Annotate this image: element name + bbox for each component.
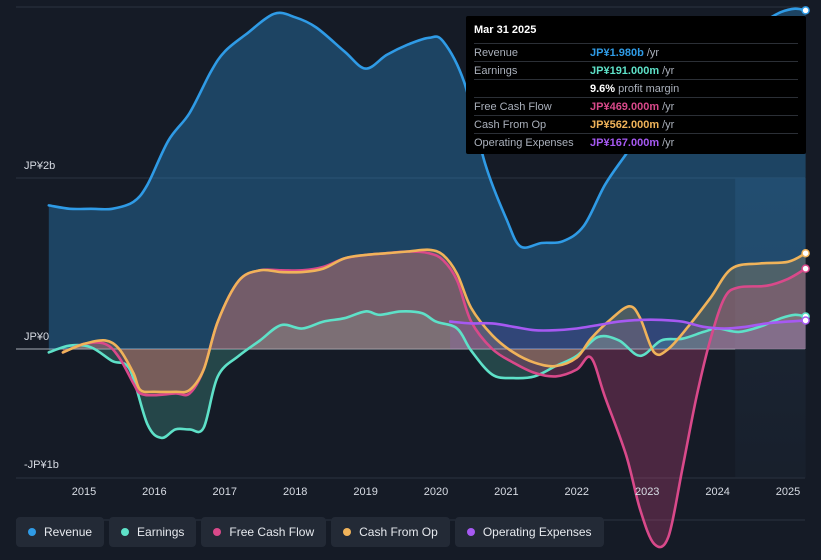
series-area-earnings xyxy=(48,311,806,438)
tooltip-row-value: 9.6% xyxy=(590,82,616,95)
tooltip-row-unit: /yr xyxy=(646,46,660,59)
legend-label: Cash From Op xyxy=(359,525,438,539)
series-line-cash-from-op xyxy=(61,248,807,394)
tooltip-date: Mar 31 2025 xyxy=(474,24,537,36)
tooltip-row: Cash From Op JP¥562.000m/yr xyxy=(474,115,798,133)
tooltip-row-label: Cash From Op xyxy=(474,118,547,131)
legend-dot-icon xyxy=(28,528,36,536)
legend-item-earnings[interactable]: Earnings xyxy=(109,517,197,547)
x-tick-label: 2021 xyxy=(494,486,518,498)
x-tick-label: 2020 xyxy=(424,486,448,498)
tooltip-row: Revenue JP¥1.980b/yr xyxy=(474,43,798,61)
tooltip-row: Free Cash Flow JP¥469.000m/yr xyxy=(474,97,798,115)
series-area-free-cash-flow xyxy=(62,251,806,548)
series-area-operating-expenses xyxy=(450,319,806,349)
legend-label: Operating Expenses xyxy=(482,525,592,539)
tooltip-row-unit: /yr xyxy=(662,64,675,77)
legend-label: Revenue xyxy=(44,525,93,539)
tooltip-row: 9.6% profit margin xyxy=(474,79,798,97)
past-year-highlight xyxy=(735,178,806,478)
tooltip-row-value: JP¥562.000m xyxy=(590,118,660,131)
series-area-revenue xyxy=(48,8,806,349)
tooltip-row: Earnings JP¥191.000m/yr xyxy=(474,61,798,79)
tooltip-row-label: Operating Expenses xyxy=(474,136,574,149)
y-tick-label: JP¥2b xyxy=(24,160,56,172)
legend-dot-icon xyxy=(121,528,130,536)
x-tick-label: 2018 xyxy=(283,486,307,498)
series-line-earnings xyxy=(47,310,807,440)
y-tick-label: JP¥0 xyxy=(24,331,50,343)
y-tick-label: -JP¥1b xyxy=(24,459,59,471)
legend-item-cash-from-op[interactable]: Cash From Op xyxy=(331,517,450,547)
series-end-marker-free-cash-flow xyxy=(801,264,810,273)
legend-item-free-cash-flow[interactable]: Free Cash Flow xyxy=(201,517,327,547)
series-line-operating-expenses xyxy=(448,318,807,332)
legend: Revenue Earnings Free Cash Flow Cash From O… xyxy=(16,517,604,547)
legend-dot-icon xyxy=(466,528,475,536)
series-end-marker-cash-from-op xyxy=(801,248,810,258)
legend-label: Earnings xyxy=(137,525,185,539)
tooltip: Mar 31 2025 Revenue JP¥1.980b/yr Earnings J… xyxy=(466,16,806,154)
tooltip-row-unit: /yr xyxy=(662,100,675,113)
tooltip-row-value: JP¥167.000m xyxy=(590,136,660,149)
tooltip-row-label: Earnings xyxy=(474,64,518,77)
series-end-marker-revenue xyxy=(801,6,810,15)
legend-dot-icon xyxy=(343,528,352,536)
tooltip-row-unit: /yr xyxy=(662,136,675,149)
x-tick-label: 2015 xyxy=(72,486,96,498)
tooltip-row-value: JP¥1.980b xyxy=(590,46,644,59)
tooltip-row-label: Revenue xyxy=(474,46,519,59)
x-tick-label: 2019 xyxy=(353,486,377,498)
tooltip-row-value: JP¥469.000m xyxy=(590,100,660,113)
legend-label: Free Cash Flow xyxy=(229,525,315,539)
tooltip-row-label: Free Cash Flow xyxy=(474,100,552,113)
x-tick-label: 2017 xyxy=(213,486,237,498)
tooltip-row-value: JP¥191.000m xyxy=(590,64,660,77)
tooltip-row-unit: /yr xyxy=(662,118,675,131)
marker-layer xyxy=(801,6,810,325)
legend-item-operating-expenses[interactable]: Operating Expenses xyxy=(454,517,604,547)
x-tick-label: 2023 xyxy=(635,486,659,498)
tooltip-row-unit: profit margin xyxy=(618,82,680,95)
x-tick-label: 2025 xyxy=(776,486,800,498)
highlight-layer xyxy=(735,178,806,478)
legend-item-revenue[interactable]: Revenue xyxy=(16,517,105,547)
x-tick-label: 2022 xyxy=(565,486,589,498)
x-tick-label: 2024 xyxy=(705,486,729,498)
series-end-marker-operating-expenses xyxy=(801,316,810,325)
series-line-free-cash-flow xyxy=(61,250,807,549)
x-axis: 2015 2016 2017 2018 2019 2020 2021 2022 2023 2024… xyxy=(72,486,800,498)
tooltip-row: Operating Expenses JP¥167.000m/yr xyxy=(474,133,798,151)
x-tick-label: 2016 xyxy=(142,486,166,498)
legend-dot-icon xyxy=(213,528,222,536)
